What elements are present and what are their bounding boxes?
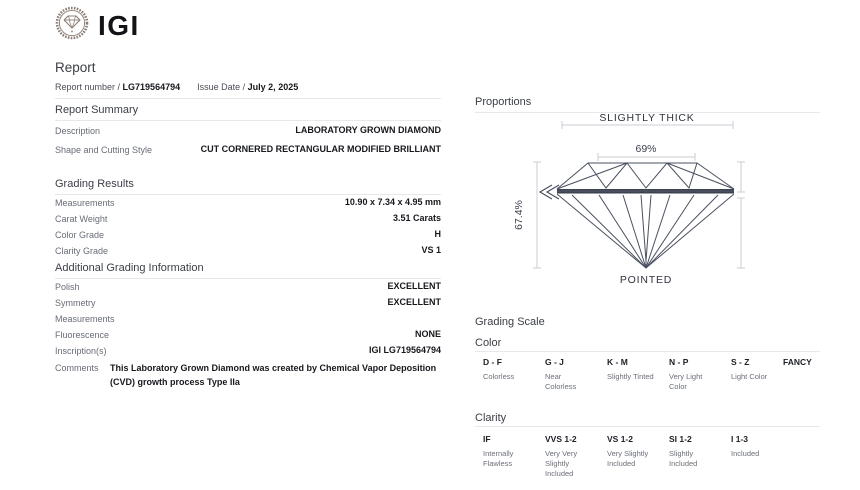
scale-desc: Very Light Color [669, 372, 703, 391]
depth-percentage-label: 67.4% [513, 200, 525, 230]
igi-seal-icon [55, 6, 89, 45]
igi-report-page: IGI Report Report number / LG719564794 I… [55, 6, 820, 478]
igi-logo: IGI [55, 6, 140, 45]
color-scale-item: N - P Very Light Color [669, 357, 727, 392]
clarity-scale-item: IF Internally Flawless [483, 434, 541, 469]
culet-label: POINTED [620, 274, 672, 286]
igi-logo-text: IGI [98, 9, 140, 41]
scale-desc: Slightly Tinted [607, 372, 654, 381]
report-title: Report [55, 60, 96, 75]
row-value: 10.90 x 7.34 x 4.95 mm [344, 197, 441, 207]
grading-row-measurements: Measurements 10.90 x 7.34 x 4.95 mm [55, 195, 441, 211]
additional-row-comments: Comments This Laboratory Grown Diamond w… [55, 359, 441, 392]
clarity-scale-grid: IF Internally Flawless VVS 1-2 Very Very… [475, 434, 820, 490]
row-value: LABORATORY GROWN DIAMOND [295, 124, 441, 135]
row-value: EXCELLENT [387, 297, 441, 307]
additional-row-inscriptions: Inscription(s) IGI LG719564794 [55, 343, 441, 359]
row-label: Measurements [55, 314, 115, 324]
row-value: NONE [414, 329, 441, 339]
scale-desc: Light Color [731, 372, 768, 381]
scale-grade: S - Z [731, 357, 750, 367]
grading-results-heading: Grading Results [55, 177, 441, 195]
report-summary-heading: Report Summary [55, 103, 441, 121]
scale-grade: VVS 1-2 [545, 434, 577, 444]
comments-label: Comments [55, 363, 99, 373]
report-number-value: LG719564794 [122, 82, 181, 92]
scale-desc: Included [731, 449, 760, 458]
scale-desc: Internally Flawless [483, 449, 514, 468]
scale-grade: I 1-3 [731, 434, 749, 444]
row-value: 3.51 Carats [392, 213, 441, 223]
scale-grade: VS 1-2 [607, 434, 633, 444]
row-label: Symmetry [55, 298, 96, 308]
scale-grade: N - P [669, 357, 689, 367]
scale-grade: K - M [607, 357, 628, 367]
row-value: CUT CORNERED RECTANGULAR MODIFIED BRILLI… [200, 143, 441, 154]
scale-desc: Colorless [483, 372, 515, 381]
report-meta: Report number / LG719564794 Issue Date /… [55, 82, 441, 99]
additional-row-measurements: Measurements [55, 311, 441, 327]
row-label: Carat Weight [55, 214, 108, 224]
additional-row-polish: Polish EXCELLENT [55, 279, 441, 295]
summary-row-shape: Shape and Cutting Style CUT CORNERED REC… [55, 140, 441, 159]
summary-row-description: Description LABORATORY GROWN DIAMOND [55, 121, 441, 140]
crown-facets [556, 162, 735, 190]
row-value: H [434, 229, 442, 239]
grading-row-clarity-grade: Clarity Grade VS 1 [55, 243, 441, 259]
row-label: Description [55, 125, 101, 136]
additional-row-symmetry: Symmetry EXCELLENT [55, 295, 441, 311]
row-value: VS 1 [421, 245, 441, 255]
row-label: Clarity Grade [55, 246, 109, 256]
scale-grade: D - F [483, 357, 502, 367]
pavilion-facets [556, 193, 735, 269]
color-scale-item: S - Z Light Color [731, 357, 789, 382]
proportions-heading: Proportions [475, 95, 820, 113]
scale-desc: Very Slightly Included [607, 449, 649, 468]
additional-grading-heading: Additional Grading Information [55, 261, 441, 279]
issue-date-label: Issue Date / [197, 82, 246, 92]
grading-scale-heading: Grading Scale [475, 316, 545, 328]
color-scale-item: G - J Near Colorless [545, 357, 603, 392]
row-label: Polish [55, 282, 80, 292]
row-label: Inscription(s) [55, 346, 107, 356]
scale-desc: Very Very Slightly Included [545, 449, 578, 478]
color-scale-item: D - F Colorless [483, 357, 541, 382]
scale-grade: G - J [545, 357, 564, 367]
diamond-profile-diagram: SLIGHTLY THICK 69% 67.4% [513, 112, 745, 286]
report-details-column: Report Report number / LG719564794 Issue… [55, 60, 441, 392]
clarity-scale-item: I 1-3 Included [731, 434, 789, 459]
color-scale-grid: D - F Colorless G - J Near Colorless K -… [475, 357, 820, 413]
girdle-thickness-label: SLIGHTLY THICK [599, 112, 694, 124]
row-label: Shape and Cutting Style [55, 144, 153, 155]
color-scale-heading: Color [475, 336, 820, 352]
issue-date-value: July 2, 2025 [247, 82, 299, 92]
proportions-and-scale-column: Proportions SLIGHTLY THICK 69% 67.4% [475, 95, 820, 478]
table-percentage-label: 69% [635, 143, 656, 155]
row-label: Fluorescence [55, 330, 110, 340]
clarity-scale-item: VVS 1-2 Very Very Slightly Included [545, 434, 603, 479]
scale-grade: SI 1-2 [669, 434, 692, 444]
report-number-label: Report number / [55, 82, 121, 92]
row-value: EXCELLENT [387, 281, 441, 291]
girdle-pointer-icon [538, 184, 560, 200]
grading-row-color-grade: Color Grade H [55, 227, 441, 243]
comments-value: This Laboratory Grown Diamond was create… [110, 363, 437, 387]
grading-row-carat-weight: Carat Weight 3.51 Carats [55, 211, 441, 227]
scale-grade: FANCY [783, 357, 812, 367]
additional-row-fluorescence: Fluorescence NONE [55, 327, 441, 343]
color-scale-item: K - M Slightly Tinted [607, 357, 665, 382]
scale-grade: IF [483, 434, 491, 444]
row-label: Color Grade [55, 230, 105, 240]
clarity-scale-heading: Clarity [475, 411, 820, 427]
color-scale-item: FANCY [783, 357, 841, 372]
row-label: Measurements [55, 198, 115, 208]
clarity-scale-item: VS 1-2 Very Slightly Included [607, 434, 665, 469]
clarity-scale-item: SI 1-2 Slightly Included [669, 434, 727, 469]
scale-desc: Slightly Included [669, 449, 698, 468]
row-value: IGI LG719564794 [368, 345, 441, 355]
scale-desc: Near Colorless [545, 372, 577, 391]
